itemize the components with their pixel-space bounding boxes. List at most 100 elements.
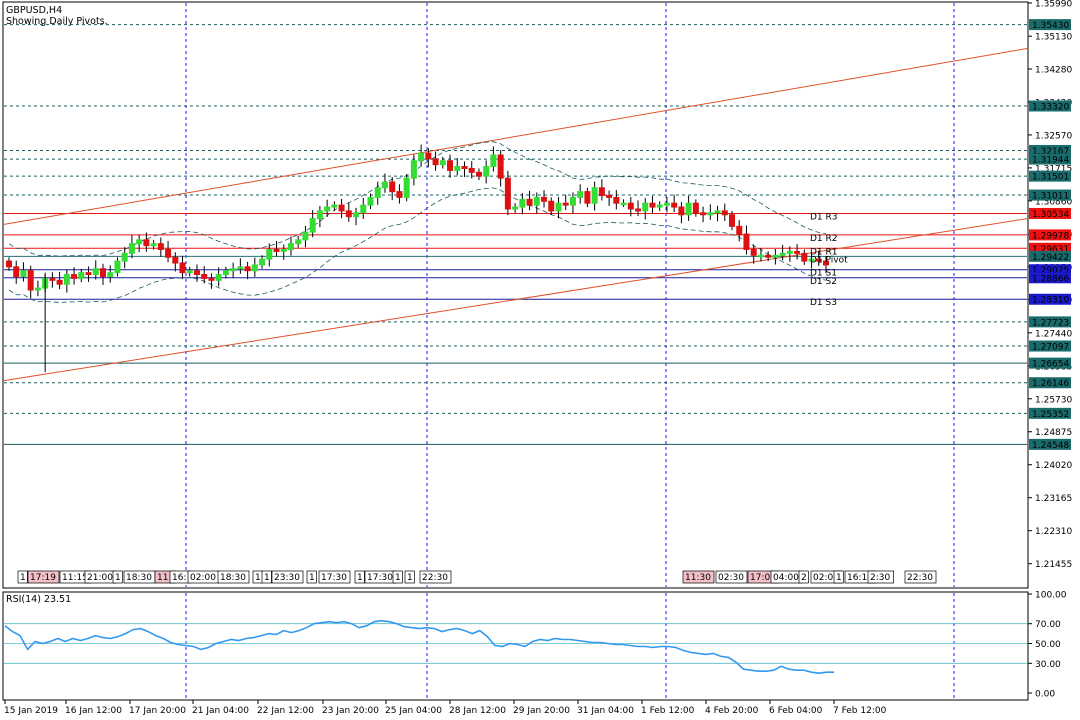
bearish-candle bbox=[743, 233, 750, 250]
session-time-box bbox=[217, 570, 250, 584]
bearish-candle bbox=[584, 191, 591, 204]
session-time-label: 17:01 bbox=[750, 573, 776, 583]
time-tick-label: 23 Jan 20:00 bbox=[322, 706, 379, 716]
session-time-label: 1 bbox=[264, 573, 270, 583]
session-time-label: 02:30 bbox=[718, 573, 744, 583]
session-time-box bbox=[404, 570, 415, 584]
bearish-candle bbox=[201, 274, 208, 279]
session-time-box bbox=[261, 570, 272, 584]
bearish-candle bbox=[794, 250, 801, 254]
bearish-candle bbox=[468, 167, 475, 173]
time-tick-label: 21 Jan 04:00 bbox=[192, 706, 249, 716]
bearish-candle bbox=[815, 258, 822, 262]
session-time-label: 1 bbox=[836, 573, 842, 583]
session-time-label: 1 bbox=[395, 573, 401, 583]
main-chart-frame bbox=[2, 1, 1029, 589]
session-time-label: 16: bbox=[172, 573, 186, 583]
bearish-candle bbox=[541, 196, 548, 202]
session-time-box bbox=[318, 570, 351, 584]
bullish-candle bbox=[707, 212, 714, 216]
bearish-candle bbox=[157, 243, 164, 250]
rsi-tick-label: 0.00 bbox=[1035, 690, 1055, 700]
price-tick-label: 1.22310 bbox=[1035, 527, 1072, 537]
session-time-box bbox=[112, 570, 123, 584]
bullish-candle bbox=[656, 204, 663, 208]
bullish-candle bbox=[519, 198, 526, 208]
bullish-candle bbox=[367, 196, 374, 206]
price-tag-label: 1.28866 bbox=[1032, 274, 1069, 284]
rsi-axis: 100.00 70.00 50.00 30.00 0.00 bbox=[1028, 591, 1067, 700]
session-time-box bbox=[27, 570, 60, 584]
time-tick-label: 28 Jan 12:00 bbox=[449, 706, 506, 716]
bearish-candle bbox=[396, 191, 403, 198]
bearish-candle bbox=[273, 248, 280, 252]
rsi-tick-label: 70.00 bbox=[1035, 620, 1061, 630]
price-tag-box bbox=[1029, 170, 1071, 182]
bullish-candle bbox=[324, 206, 331, 212]
bullish-candle bbox=[381, 181, 388, 189]
bullish-candle bbox=[34, 287, 41, 291]
bullish-candle bbox=[620, 202, 627, 206]
bullish-candle bbox=[150, 243, 157, 247]
session-time-box bbox=[904, 570, 937, 584]
price-tag-label: 1.25352 bbox=[1032, 410, 1069, 420]
bullish-candle bbox=[353, 212, 360, 218]
price-tag-box bbox=[1029, 19, 1071, 31]
bullish-candle bbox=[186, 270, 193, 274]
bullish-candle bbox=[779, 252, 786, 256]
time-tick-label: 1 Feb 12:00 bbox=[641, 706, 695, 716]
price-tag-box bbox=[1029, 100, 1071, 112]
trend-channel-lines bbox=[3, 48, 1028, 382]
price-tag-box bbox=[1029, 153, 1071, 165]
price-tag-label: 1.29631 bbox=[1032, 245, 1069, 255]
pivot-label: D1 R3 bbox=[810, 212, 838, 222]
bearish-candle bbox=[71, 274, 78, 279]
bullish-candle bbox=[642, 202, 649, 212]
price-tick-label: 1.30860 bbox=[1035, 197, 1072, 207]
bullish-candle bbox=[20, 270, 27, 277]
price-tag-label: 1.28310 bbox=[1032, 296, 1069, 306]
session-time-label: 2 bbox=[801, 573, 807, 583]
bearish-candle bbox=[475, 171, 482, 177]
session-time-label: 18:30 bbox=[220, 573, 246, 583]
session-time-label: 23:30 bbox=[274, 573, 300, 583]
price-tag-label: 1.30534 bbox=[1032, 210, 1069, 220]
session-time-box bbox=[271, 570, 304, 584]
bearish-candle bbox=[179, 262, 186, 274]
bullish-candle bbox=[237, 266, 244, 270]
session-time-label: 02:00 bbox=[190, 573, 216, 583]
chart-subtitle: Showing Daily Pivots. bbox=[6, 16, 108, 27]
bullish-candle bbox=[808, 258, 815, 262]
bullish-candle bbox=[533, 196, 540, 206]
bearish-candle bbox=[49, 277, 56, 281]
bearish-candle bbox=[649, 202, 656, 208]
session-time-label: 1 bbox=[357, 573, 363, 583]
bullish-candle bbox=[454, 166, 461, 171]
bearish-candle bbox=[165, 248, 172, 258]
bullish-candle bbox=[591, 187, 598, 204]
price-tick-label: 1.32570 bbox=[1035, 131, 1072, 141]
rsi-frame bbox=[2, 591, 1029, 701]
bullish-candle bbox=[439, 160, 446, 166]
bullish-candle bbox=[114, 260, 121, 274]
bearish-candle bbox=[56, 279, 63, 285]
price-tag-box bbox=[1029, 438, 1071, 450]
price-tag-label: 1.32167 bbox=[1032, 147, 1069, 157]
time-tick-label: 4 Feb 20:00 bbox=[705, 706, 759, 716]
bearish-candle bbox=[692, 202, 699, 214]
bearish-candle bbox=[635, 208, 642, 212]
time-axis: 15 Jan 2019 16 Jan 12:00 17 Jan 20:00 21 Ja… bbox=[4, 700, 887, 716]
bearish-candle bbox=[13, 266, 20, 277]
time-tick-label: 6 Feb 04:00 bbox=[769, 706, 823, 716]
pivot-label: D1 R2 bbox=[810, 234, 838, 244]
price-tag-label: 1.27097 bbox=[1032, 343, 1069, 353]
price-tag-box bbox=[1029, 189, 1071, 201]
time-tick-label: 22 Jan 12:00 bbox=[257, 706, 314, 716]
bullish-candle bbox=[63, 274, 70, 285]
time-tick-label: 31 Jan 04:00 bbox=[577, 706, 634, 716]
price-tag-label: 1.29978 bbox=[1032, 231, 1069, 241]
bearish-candle bbox=[497, 154, 504, 179]
bearish-candle bbox=[345, 210, 352, 218]
